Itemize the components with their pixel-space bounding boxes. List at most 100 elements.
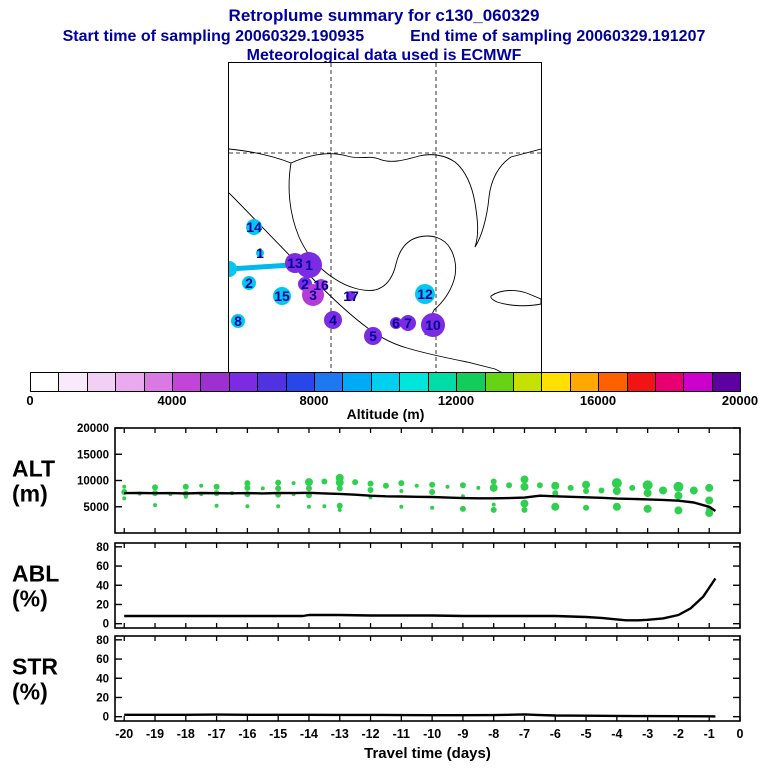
alt-dot bbox=[322, 504, 327, 509]
x-axis-tick-label: -2 bbox=[673, 727, 684, 741]
colorbar-segment bbox=[343, 373, 372, 391]
alt-dot bbox=[122, 496, 127, 501]
x-axis-tick-label: -10 bbox=[423, 727, 441, 741]
x-axis-tick-label: -15 bbox=[269, 727, 287, 741]
x-axis-tick-label: -20 bbox=[115, 727, 133, 741]
plume-point bbox=[315, 279, 327, 291]
alt-dot bbox=[153, 503, 158, 508]
alt-dot bbox=[520, 475, 529, 484]
alt-dot bbox=[552, 490, 559, 497]
abl-ytick-label: 80 bbox=[96, 542, 109, 554]
colorbar-segment bbox=[599, 373, 628, 391]
alt-dot bbox=[536, 482, 543, 489]
alt-dot bbox=[689, 486, 698, 495]
colorbar-segment bbox=[201, 373, 230, 391]
plume-point-label: 7 bbox=[404, 315, 412, 331]
alt-dot bbox=[673, 481, 684, 492]
colorbar-segment bbox=[400, 373, 429, 391]
alt-dot bbox=[305, 485, 312, 492]
colorbar-segment bbox=[144, 373, 174, 391]
plume-point bbox=[421, 313, 445, 337]
plume-point-label: 17 bbox=[343, 288, 359, 304]
plume-point-label: 15 bbox=[274, 288, 290, 304]
colorbar-segment bbox=[542, 373, 571, 391]
plume-point-label: 12 bbox=[417, 286, 433, 302]
colorbar-segment bbox=[627, 373, 656, 391]
plume-point bbox=[246, 219, 262, 235]
alt-dot bbox=[367, 480, 374, 487]
map-gridlines bbox=[229, 63, 541, 374]
colorbar-tick: 0 bbox=[26, 393, 34, 408]
colorbar-segment bbox=[684, 373, 713, 391]
abl-ytick-label: 20 bbox=[96, 599, 109, 611]
alt-dot bbox=[275, 485, 282, 492]
alt-dot bbox=[521, 506, 528, 513]
plume-point bbox=[256, 249, 264, 257]
plume-point bbox=[273, 287, 291, 305]
alt-panel-label: ALT bbox=[12, 456, 55, 482]
str-ytick-label: 60 bbox=[96, 654, 109, 666]
x-axis-tick-label: -9 bbox=[457, 727, 468, 741]
abl-panel-unit: (%) bbox=[12, 586, 48, 612]
alt-dot bbox=[520, 482, 529, 491]
plume-point-label: 5 bbox=[369, 328, 377, 344]
plume-point bbox=[242, 276, 256, 290]
x-axis-tick-label: -17 bbox=[208, 727, 226, 741]
colorbar-tick: 20000 bbox=[721, 393, 759, 408]
alt-dot bbox=[489, 483, 498, 492]
alt-dot bbox=[612, 502, 621, 511]
plume-point-label: 10 bbox=[425, 317, 441, 333]
x-axis-tick-label: -1 bbox=[704, 727, 715, 741]
alt-dot bbox=[213, 483, 220, 490]
alt-dot bbox=[352, 479, 359, 486]
coastline-cuba bbox=[490, 290, 541, 307]
alt-dot bbox=[643, 489, 652, 498]
plume-point-label: 1 bbox=[305, 257, 313, 273]
str-ytick-label: 80 bbox=[96, 635, 109, 647]
alt-dot bbox=[506, 482, 513, 489]
plume-point-label: 4 bbox=[329, 312, 337, 328]
colorbar-title: Altitude (m) bbox=[346, 406, 425, 422]
alt-dot bbox=[336, 502, 343, 509]
alt-dot bbox=[430, 505, 435, 510]
plume-point-label: 3 bbox=[309, 287, 317, 303]
alt-dot bbox=[551, 481, 560, 490]
coastline-pacific-mexico bbox=[229, 192, 506, 374]
alt-dot bbox=[244, 480, 251, 487]
colorbar-tick: 16000 bbox=[579, 393, 617, 408]
colorbar-tick: 4000 bbox=[157, 393, 187, 408]
map-panel: 14 1 2 8 15 13 1 2 3 16 17 4 5 6 7 10 12 bbox=[228, 62, 542, 375]
x-axis-tick-label: -13 bbox=[331, 727, 349, 741]
colorbar-segment bbox=[371, 373, 401, 391]
plume-point-label: 16 bbox=[313, 277, 329, 293]
alt-dot bbox=[459, 482, 466, 489]
alt-dot bbox=[183, 494, 188, 499]
colorbar-tick-labels: 0 4000 8000 12000 16000 20000 bbox=[26, 393, 758, 408]
abl-mean-line bbox=[124, 577, 717, 622]
abl-panel-label: ABL bbox=[12, 561, 59, 587]
alt-ytick-label: 5000 bbox=[83, 502, 109, 514]
alt-dot bbox=[490, 478, 497, 485]
plume-point bbox=[364, 327, 382, 345]
alt-dot bbox=[429, 481, 436, 488]
colorbar-segment bbox=[457, 373, 486, 391]
coastline-us-gulf-florida bbox=[229, 148, 541, 248]
colorbar-gradient bbox=[30, 372, 741, 392]
plume-point bbox=[231, 314, 245, 328]
met-data-text: Meteorological data used is ECMWF bbox=[246, 47, 522, 64]
alt-dot bbox=[337, 507, 342, 512]
alt-dot bbox=[399, 504, 404, 509]
alt-dot bbox=[429, 489, 436, 496]
x-axis-tick-label: -4 bbox=[611, 727, 622, 741]
alt-dot bbox=[611, 478, 622, 489]
timeseries-charts: 5000100001500020000ALT(m)020406080ABL(%)… bbox=[12, 423, 744, 762]
str-ytick-label: 20 bbox=[96, 692, 109, 704]
alt-dot bbox=[336, 485, 343, 492]
colorbar-segment bbox=[712, 373, 741, 391]
alt-dot bbox=[414, 483, 419, 488]
x-axis-tick-label: 0 bbox=[737, 727, 744, 741]
alt-dot bbox=[304, 478, 313, 487]
plume-point-label: 13 bbox=[287, 255, 303, 271]
